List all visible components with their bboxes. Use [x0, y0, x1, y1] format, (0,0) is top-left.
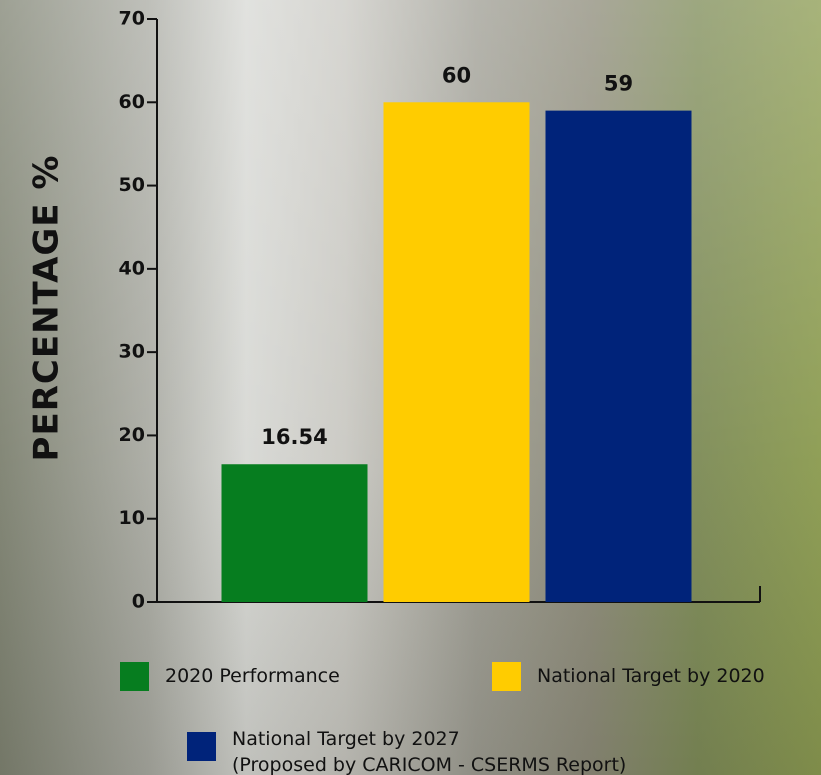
legend-item: National Target by 2020: [492, 661, 765, 691]
bar: [221, 464, 368, 602]
bar: [383, 102, 530, 603]
legend-label: National Target by 2027 (Proposed by CAR…: [232, 728, 627, 775]
legend-label: 2020 Performance: [165, 665, 340, 687]
y-tick-label: 40: [119, 257, 145, 279]
legend-swatch: [492, 662, 521, 691]
legend-item: 2020 Performance: [120, 661, 340, 691]
value-label: 16.54: [261, 425, 327, 449]
y-tick-label: 20: [119, 424, 145, 446]
legend-label: National Target by 2020: [537, 665, 765, 687]
bar: [545, 110, 692, 602]
y-axis-label: PERCENTAGE %: [27, 155, 67, 462]
y-tick-label: 60: [119, 91, 145, 113]
legend-swatch: [120, 662, 149, 691]
value-label: 59: [604, 72, 633, 96]
y-tick-label: 70: [119, 8, 145, 30]
y-tick-label: 30: [119, 341, 145, 363]
y-tick-label: 10: [119, 507, 145, 529]
value-label: 60: [442, 63, 471, 87]
legend-item: National Target by 2027 (Proposed by CAR…: [187, 726, 626, 775]
y-tick-label: 50: [119, 174, 145, 196]
y-tick-label: 0: [132, 591, 145, 613]
legend-swatch: [187, 732, 216, 761]
